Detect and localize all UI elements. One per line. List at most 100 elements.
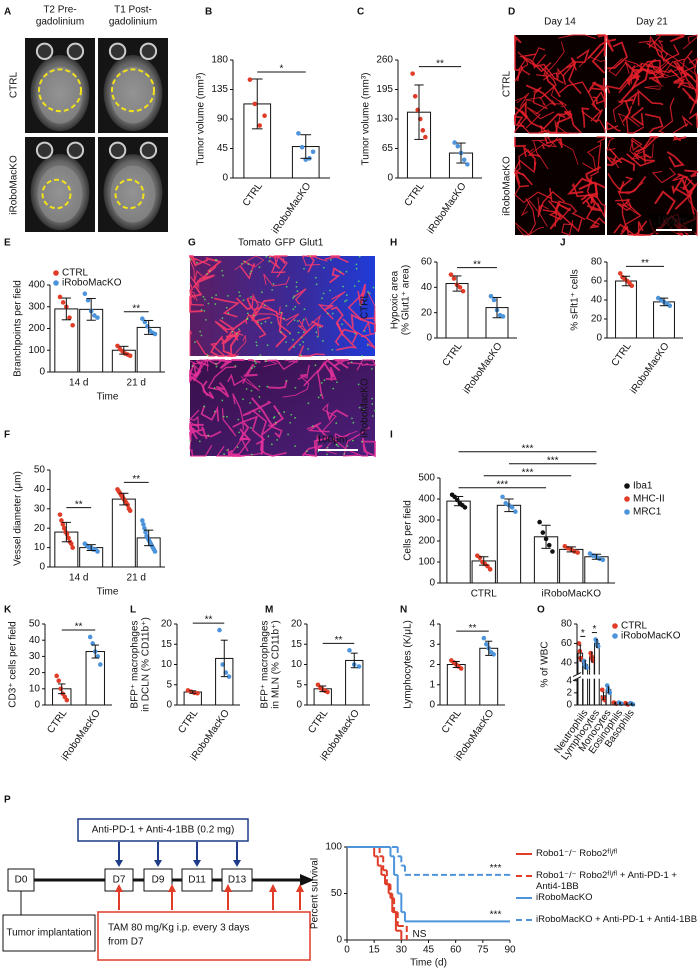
panel-letter: K	[4, 605, 12, 616]
row-label: iRoboMacKO	[9, 155, 20, 215]
significance-label: **	[132, 303, 140, 314]
gfp-signal	[260, 291, 263, 294]
vessel	[192, 274, 215, 289]
vessel	[189, 282, 204, 306]
row-label: CTRL	[9, 72, 20, 99]
bar	[496, 504, 522, 584]
vessel	[629, 140, 646, 161]
x-tick-label: CTRL	[441, 341, 465, 369]
vessel	[536, 72, 558, 81]
data-point	[629, 283, 635, 289]
gfp-signal	[264, 320, 267, 323]
y-tick-label: 20	[421, 307, 433, 318]
vessel	[227, 449, 242, 457]
vessel	[334, 328, 359, 346]
x-tick-label: 45	[423, 945, 435, 956]
gfp-signal	[235, 333, 238, 335]
gfp-signal	[303, 308, 306, 311]
gfp-signal	[226, 449, 229, 452]
data-point	[460, 288, 466, 294]
gfp-signal	[203, 309, 206, 312]
mri-eye	[66, 141, 85, 160]
gfp-signal	[296, 320, 299, 322]
error-bar	[319, 685, 327, 693]
gfp-signal	[213, 387, 216, 389]
error-bar	[350, 652, 358, 669]
column-header: Day 14	[544, 17, 576, 28]
scale-backdrop	[648, 214, 696, 233]
vessel	[626, 152, 656, 167]
vessel	[514, 44, 521, 82]
y-axis-label: Hypoxic area	[390, 270, 401, 329]
y-axis-label: Lymphocytes (K/μL)	[403, 620, 414, 709]
gfp-signal	[246, 312, 249, 315]
vessel	[532, 86, 548, 110]
gfp-signal	[321, 297, 323, 300]
gfp-signal	[315, 283, 318, 286]
data-point	[546, 542, 552, 548]
gfp-signal	[335, 443, 338, 446]
gfp-signal	[189, 440, 192, 443]
stain-label: GFP	[275, 238, 296, 249]
vessel	[268, 255, 286, 274]
day-label: D7	[113, 875, 126, 886]
vessel	[644, 85, 664, 90]
gfp-signal	[335, 422, 338, 425]
y-tick-label: 400	[28, 280, 45, 291]
significance-label: **	[469, 623, 477, 634]
data-point	[247, 77, 253, 82]
data-point	[617, 271, 623, 276]
gfp-signal	[366, 344, 369, 347]
day-box	[221, 868, 253, 892]
vessel	[673, 50, 693, 78]
gfp-signal	[323, 379, 326, 382]
gfp-signal	[215, 362, 217, 365]
data-point	[477, 555, 483, 561]
day-label: D13	[228, 875, 247, 886]
implant-label: Tumor implantation	[6, 928, 91, 939]
vessel	[559, 100, 570, 114]
column-header: T1 Post-	[114, 5, 152, 16]
gfp-signal	[343, 452, 346, 455]
data-point	[68, 541, 74, 547]
vessel	[235, 297, 253, 311]
gfp-signal	[258, 266, 261, 269]
gfp-signal	[358, 255, 361, 258]
data-point	[257, 123, 262, 128]
y-tick-label: 60	[591, 276, 603, 287]
gfp-signal	[322, 292, 325, 295]
vessel	[189, 427, 194, 457]
gfp-signal	[357, 280, 360, 283]
y-tick-label: 4	[429, 619, 435, 630]
x-tick-label: 60	[450, 945, 462, 956]
legend-swatch	[516, 875, 532, 877]
vessel	[522, 146, 536, 170]
error-bar	[119, 492, 129, 506]
vessel	[558, 34, 596, 40]
y-tick-label: 80	[591, 257, 603, 268]
vessel	[195, 339, 216, 357]
vessel	[544, 136, 563, 149]
vessel	[545, 74, 561, 98]
vessel	[282, 376, 310, 398]
gfp-signal	[326, 446, 329, 449]
vessel	[658, 97, 675, 134]
gfp-signal	[357, 383, 360, 386]
gfp-signal	[242, 398, 244, 401]
data-point	[491, 652, 496, 657]
gfp-signal	[355, 263, 358, 266]
panel-letter: P	[4, 795, 11, 806]
vessel	[332, 359, 349, 369]
vessel	[324, 255, 349, 264]
row-label: iRoboMacKO	[502, 156, 513, 216]
data-point	[58, 686, 64, 692]
vessel	[654, 190, 676, 216]
gfp-signal	[345, 299, 348, 302]
data-point	[217, 627, 222, 633]
gfp-signal	[271, 288, 274, 291]
vessel	[191, 360, 210, 377]
day-label: D0	[15, 875, 28, 886]
gfp-signal	[194, 341, 196, 344]
panel-letter: A	[4, 7, 11, 18]
error-bar	[485, 640, 493, 656]
